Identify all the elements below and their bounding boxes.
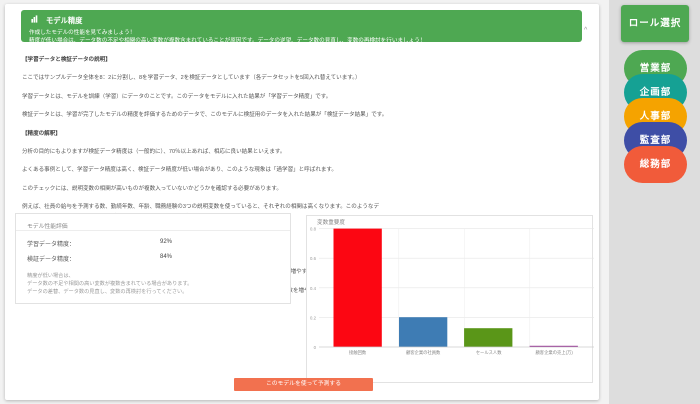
svg-text:セールス人数: セールス人数 bbox=[476, 349, 502, 356]
svg-text:顧客企業の社員数: 顧客企業の社員数 bbox=[406, 349, 441, 356]
svg-text:0: 0 bbox=[314, 345, 317, 350]
svg-text:顧客企業の売上(万): 顧客企業の売上(万) bbox=[536, 349, 574, 356]
svg-text:0.6: 0.6 bbox=[310, 256, 317, 261]
svg-text:0.8: 0.8 bbox=[310, 227, 317, 232]
svg-text:0.2: 0.2 bbox=[310, 315, 317, 320]
svg-text:0.4: 0.4 bbox=[310, 286, 317, 291]
svg-text:接触回数: 接触回数 bbox=[349, 349, 367, 356]
